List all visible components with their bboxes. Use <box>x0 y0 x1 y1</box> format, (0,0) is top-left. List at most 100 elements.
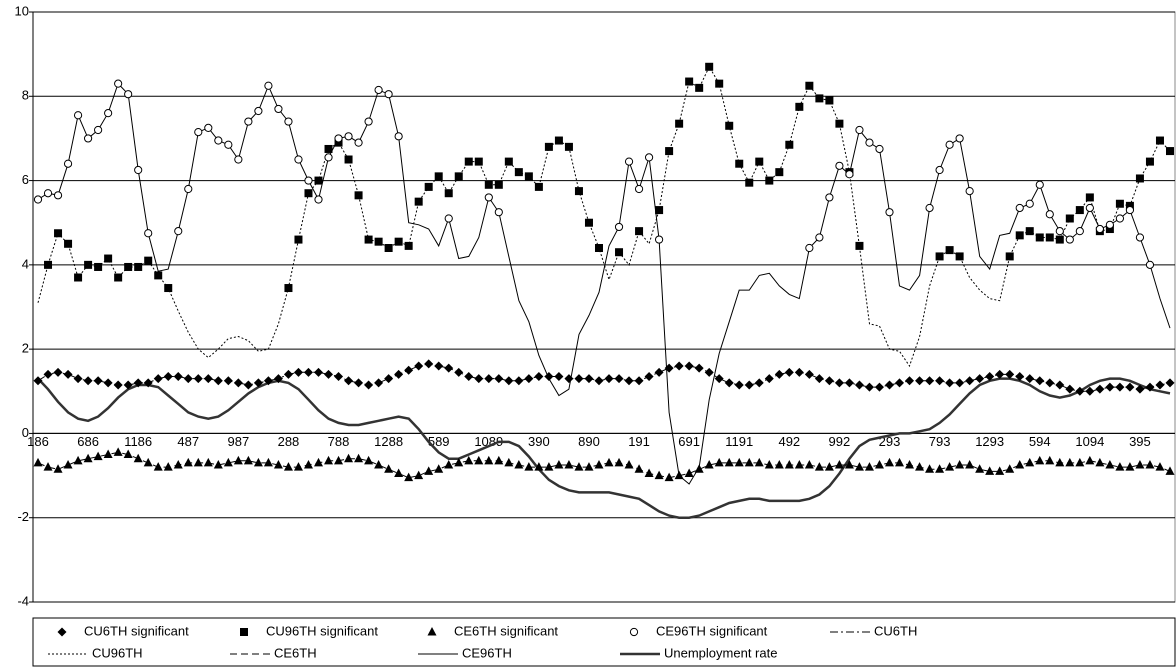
square-marker <box>1165 147 1174 156</box>
triangle-marker <box>474 455 484 465</box>
circle-marker <box>1095 224 1104 234</box>
x-tick-label: 691 <box>678 434 700 449</box>
diamond-marker <box>454 367 464 377</box>
square-marker <box>735 159 744 168</box>
circle-marker <box>374 85 383 95</box>
square-marker <box>935 252 944 261</box>
circle-marker <box>264 81 273 90</box>
triangle-marker <box>163 462 173 471</box>
diamond-marker <box>474 374 484 384</box>
legend-label: CE6TH <box>274 645 317 660</box>
legend-label: CE96TH significant <box>656 623 768 638</box>
square-marker <box>825 96 834 105</box>
triangle-marker <box>63 460 73 469</box>
circle-marker <box>875 144 884 154</box>
diamond-marker <box>534 372 544 382</box>
triangle-marker <box>1015 460 1025 469</box>
x-tick-label: 288 <box>278 434 300 449</box>
triangle-marker <box>153 462 163 471</box>
triangle-marker <box>985 466 995 475</box>
diamond-marker <box>103 378 113 388</box>
triangle-marker <box>113 447 123 456</box>
triangle-marker <box>905 460 915 469</box>
square-marker <box>635 227 644 236</box>
square-marker <box>284 284 293 293</box>
diamond-marker <box>374 378 384 388</box>
diamond-marker <box>925 376 935 386</box>
circle-marker <box>855 125 864 135</box>
diamond-marker <box>83 376 93 386</box>
circle-marker <box>204 123 213 132</box>
square-marker <box>1115 199 1124 208</box>
triangle-marker <box>534 462 544 471</box>
x-tick-label: 589 <box>428 434 450 449</box>
triangle-marker <box>33 457 43 467</box>
triangle-marker <box>614 457 624 467</box>
triangle-marker <box>464 455 474 465</box>
square-marker <box>454 172 463 181</box>
diamond-marker <box>885 380 894 390</box>
circle-marker <box>53 191 63 200</box>
triangle-marker <box>1045 455 1055 465</box>
triangle-marker <box>93 451 103 461</box>
square-marker <box>584 218 593 227</box>
triangle-marker <box>774 460 784 469</box>
x-tick-label: 594 <box>1029 434 1051 449</box>
diamond-marker <box>704 367 714 377</box>
diamond-marker <box>344 376 354 386</box>
circle-marker <box>1045 210 1054 219</box>
triangle-marker <box>955 460 965 469</box>
triangle-marker <box>674 470 684 480</box>
diamond-marker <box>364 380 374 390</box>
square-marker <box>1015 231 1024 240</box>
triangle-marker <box>223 457 233 467</box>
triangle-marker <box>1085 455 1095 465</box>
triangle-marker <box>794 460 804 469</box>
circle-marker <box>114 79 123 88</box>
triangle-marker <box>53 464 63 473</box>
triangle-marker <box>995 466 1005 475</box>
diamond-marker <box>57 627 67 637</box>
circle-marker <box>73 111 83 120</box>
legend-label: CU6TH significant <box>84 623 189 638</box>
diamond-marker <box>123 380 133 390</box>
circle-marker <box>354 138 363 147</box>
diamond-marker <box>854 380 864 390</box>
triangle-marker <box>123 449 133 458</box>
square-marker <box>815 94 824 103</box>
diamond-marker <box>183 374 193 384</box>
square-marker <box>534 182 543 191</box>
diamond-marker <box>764 374 774 384</box>
diamond-marker <box>794 367 804 377</box>
series-line <box>37 377 1171 519</box>
circle-marker <box>1055 227 1064 236</box>
triangle-marker <box>844 460 854 469</box>
square-marker <box>655 206 664 215</box>
triangle-marker <box>434 464 444 473</box>
triangle-marker <box>303 460 313 469</box>
diamond-marker <box>283 369 293 379</box>
square-marker <box>785 140 794 149</box>
diamond-marker <box>33 376 43 386</box>
triangle-marker <box>203 457 213 467</box>
diamond-marker <box>584 374 594 384</box>
diamond-marker <box>464 372 474 382</box>
circle-marker <box>394 132 403 141</box>
diamond-marker <box>664 363 674 373</box>
x-tick-label: 492 <box>778 434 800 449</box>
x-tick-label: 793 <box>929 434 951 449</box>
square-marker <box>304 189 313 198</box>
square-marker <box>154 271 163 280</box>
x-tick-label: 1293 <box>975 434 1004 449</box>
legend-item: CE96TH <box>418 645 512 660</box>
square-marker <box>414 197 423 206</box>
diamond-marker <box>334 372 344 382</box>
y-tick-label: -4 <box>17 593 29 608</box>
diamond-marker <box>233 378 243 388</box>
diamond-marker <box>133 378 143 388</box>
diamond-marker <box>1035 376 1045 386</box>
legend-item: CU96TH significant <box>240 623 378 638</box>
triangle-marker <box>43 462 53 471</box>
square-marker <box>685 77 694 86</box>
triangle-marker <box>133 453 143 463</box>
